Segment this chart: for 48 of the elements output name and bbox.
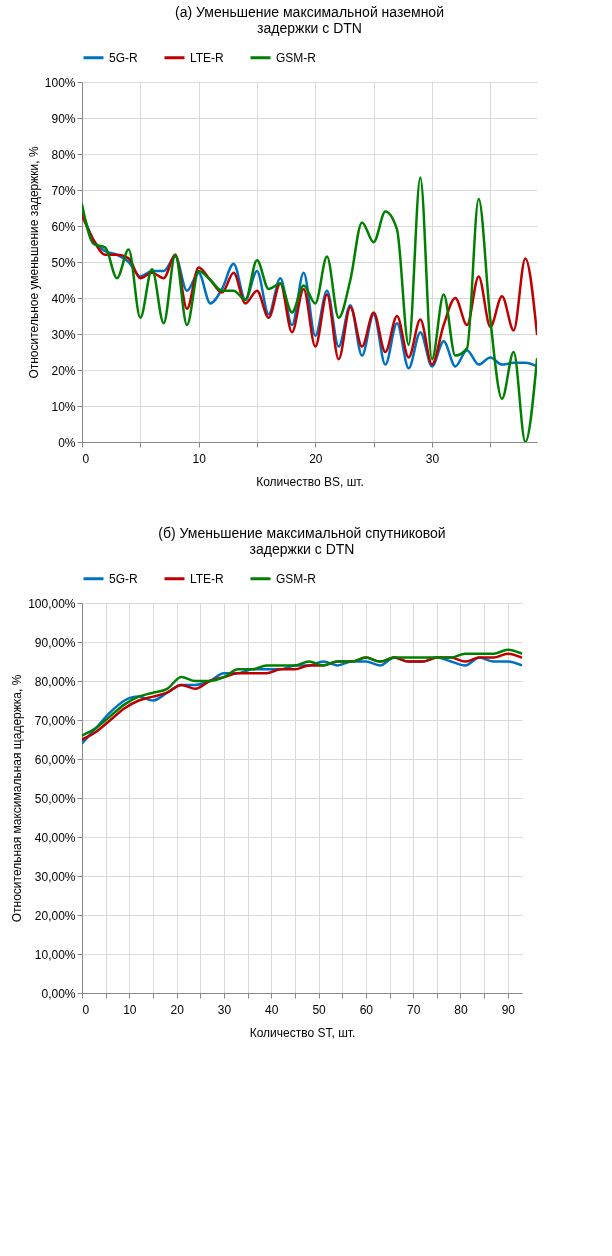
x-tick-label: 10: [123, 1002, 137, 1017]
x-tick-label: 80: [454, 1002, 468, 1017]
legend-label: GSM-R: [276, 571, 317, 586]
x-tick-label: 40: [265, 1002, 279, 1017]
y-tick-label: 60%: [51, 219, 76, 234]
y-tick-label: 50,00%: [34, 791, 76, 806]
y-tick-label: 70,00%: [34, 713, 76, 728]
y-tick-label: 90%: [51, 111, 76, 126]
y-tick-label: 0%: [58, 435, 76, 450]
y-tick-label: 70%: [51, 183, 76, 198]
y-tick-label: 80%: [51, 147, 76, 162]
legend-label: 5G-R: [109, 571, 138, 586]
x-tick-label: 20: [309, 451, 323, 466]
x-tick-label: 30: [425, 451, 440, 466]
legend-label: GSM-R: [276, 50, 317, 65]
y-axis-title: Относительное уменьшение задержки, %: [26, 146, 41, 379]
chart-title: (а) Уменьшение максимальной наземной задержки с DTN: [175, 4, 444, 36]
legend-label: LTE-R: [190, 571, 225, 586]
y-tick-label: 20,00%: [34, 908, 76, 923]
x-axis-title: Количество BS, шт.: [256, 474, 364, 489]
y-tick-label: 20%: [51, 363, 76, 378]
y-tick-label: 30,00%: [34, 869, 76, 884]
y-tick-label: 30%: [51, 327, 76, 342]
y-tick-label: 10%: [51, 399, 76, 414]
legend-label: LTE-R: [190, 50, 225, 65]
x-axis-title: Количество ST, шт.: [249, 1025, 356, 1040]
y-tick-label: 100%: [44, 75, 76, 90]
x-tick-label: 0: [82, 451, 90, 466]
y-tick-label: 90,00%: [34, 635, 76, 650]
legend-label: 5G-R: [109, 50, 138, 65]
y-axis-title: Относительная максимальная щадержка, %: [10, 674, 25, 923]
y-tick-label: 10,00%: [34, 947, 76, 962]
y-tick-label: 80,00%: [34, 674, 76, 689]
x-tick-label: 90: [501, 1002, 516, 1017]
y-tick-label: 40,00%: [34, 830, 76, 845]
y-tick-label: 100,00%: [28, 596, 76, 611]
x-tick-label: 20: [170, 1002, 185, 1017]
chart-title: (б) Уменьшение максимальной спутниковой задержки с DTN: [158, 525, 446, 557]
y-tick-label: 50%: [51, 255, 76, 270]
x-tick-label: 0: [82, 1002, 90, 1017]
x-tick-label: 10: [192, 451, 207, 466]
x-tick-label: 70: [407, 1002, 421, 1017]
x-tick-label: 60: [359, 1002, 374, 1017]
x-tick-label: 50: [312, 1002, 327, 1017]
y-tick-label: 0,00%: [41, 986, 76, 1001]
x-tick-label: 30: [217, 1002, 232, 1017]
y-tick-label: 60,00%: [34, 752, 76, 767]
y-tick-label: 40%: [51, 291, 76, 306]
